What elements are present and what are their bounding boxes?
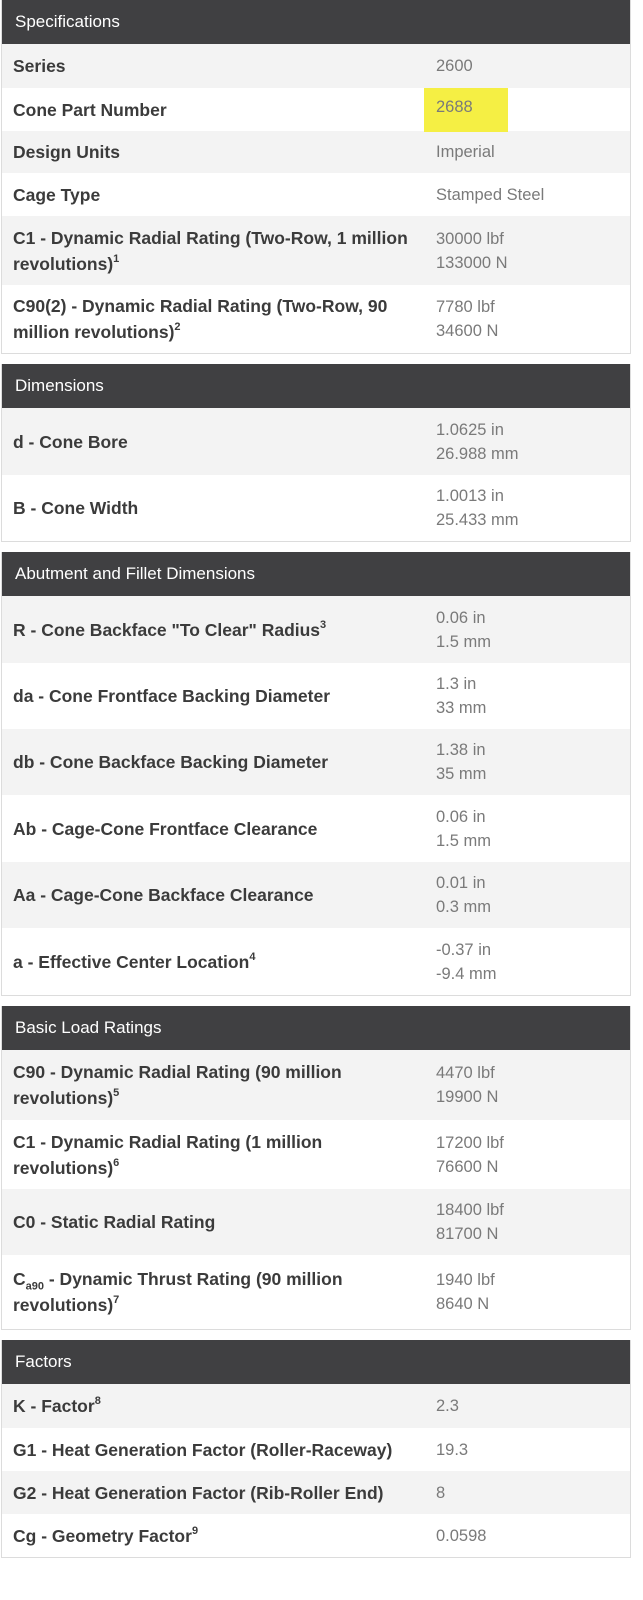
table-row: C90(2) - Dynamic Radial Rating (Two-Row,… — [2, 285, 630, 353]
row-value: 0.0598 — [436, 1526, 487, 1545]
row-label: da - Cone Frontface Backing Diameter — [13, 686, 331, 706]
row-value: 4470 lbf 19900 N — [436, 1064, 499, 1106]
row-label: C90(2) - Dynamic Radial Rating (Two-Row,… — [13, 296, 388, 342]
table-row: Cg - Geometry Factor9 0.0598 — [2, 1514, 630, 1557]
row-value: Imperial — [436, 143, 495, 161]
section-header: Factors — [2, 1340, 630, 1384]
table-row: Ca90 - Dynamic Thrust Rating (90 million… — [2, 1255, 630, 1329]
table-row: C1 - Dynamic Radial Rating (Two-Row, 1 m… — [2, 216, 630, 285]
row-label: Ca90 - Dynamic Thrust Rating (90 million… — [13, 1269, 343, 1315]
row-label: K - Factor8 — [13, 1395, 101, 1416]
row-value: 1.0625 in 26.988 mm — [436, 420, 519, 463]
row-label: Design Units — [13, 142, 120, 162]
row-value: 2688 — [424, 87, 508, 132]
table-row: B - Cone Width 1.0013 in 25.433 mm — [2, 475, 630, 541]
table-row: Series 2600 — [2, 44, 630, 88]
table-row: R - Cone Backface "To Clear" Radius3 0.0… — [2, 596, 630, 663]
row-value: Stamped Steel — [436, 185, 545, 204]
section-header: Abutment and Fillet Dimensions — [2, 552, 630, 596]
row-label: Cage Type — [13, 184, 101, 205]
table-row: Ab - Cage-Cone Frontface Clearance 0.06 … — [2, 795, 630, 862]
section-header: Dimensions — [2, 364, 630, 408]
table-row: Cone Part Number 2688 — [2, 87, 630, 132]
spec-page: Specifications Series 2600 Cone Part Num… — [1, 0, 631, 1558]
row-label: C0 - Static Radial Rating — [13, 1212, 216, 1232]
row-value: 1.3 in 33 mm — [436, 675, 487, 717]
table-row: G2 - Heat Generation Factor (Rib-Roller … — [2, 1471, 630, 1514]
specifications-section: Specifications Series 2600 Cone Part Num… — [1, 0, 631, 354]
dimensions-section: Dimensions d - Cone Bore 1.0625 in 26.988… — [1, 364, 631, 542]
table-row: G1 - Heat Generation Factor (Roller-Race… — [2, 1428, 630, 1471]
row-label: Ab - Cage-Cone Frontface Clearance — [13, 818, 318, 839]
row-label: a - Effective Center Location4 — [13, 950, 256, 972]
row-label: R - Cone Backface "To Clear" Radius3 — [13, 618, 327, 640]
row-label: G2 - Heat Generation Factor (Rib-Roller … — [13, 1482, 384, 1503]
abutment-section: Abutment and Fillet Dimensions R - Cone … — [1, 552, 631, 996]
row-label: Cone Part Number — [13, 99, 167, 120]
section-header: Specifications — [2, 0, 630, 44]
row-value: 19.3 — [436, 1440, 469, 1459]
row-label: G1 - Heat Generation Factor (Roller-Race… — [13, 1439, 393, 1460]
row-value: 30000 lbf 133000 N — [436, 229, 508, 272]
table-row: db - Cone Backface Backing Diameter 1.38… — [2, 729, 630, 795]
row-label: Series — [13, 56, 66, 76]
row-value: 0.06 in 1.5 mm — [436, 608, 492, 651]
table-row: C1 - Dynamic Radial Rating (1 million re… — [2, 1120, 630, 1189]
row-label: Aa - Cage-Cone Backface Clearance — [13, 885, 314, 905]
section-header: Basic Load Ratings — [2, 1006, 630, 1050]
table-row: a - Effective Center Location4 -0.37 in -… — [2, 928, 630, 995]
row-value: 1.0013 in 25.433 mm — [436, 487, 519, 529]
row-value: 17200 lbf 76600 N — [436, 1133, 504, 1176]
load-ratings-section: Basic Load Ratings C90 - Dynamic Radial … — [1, 1006, 631, 1330]
row-label: B - Cone Width — [13, 498, 139, 518]
row-label: Cg - Geometry Factor9 — [13, 1524, 199, 1546]
table-row: Aa - Cage-Cone Backface Clearance 0.01 i… — [2, 862, 630, 928]
row-value: 1940 lbf 8640 N — [436, 1271, 495, 1313]
row-value: 8 — [436, 1483, 446, 1502]
row-label: d - Cone Bore — [13, 431, 128, 452]
factors-section: Factors K - Factor8 2.3 G1 - Heat Genera… — [1, 1340, 631, 1558]
table-row: Cage Type Stamped Steel — [2, 173, 630, 216]
table-row: d - Cone Bore 1.0625 in 26.988 mm — [2, 408, 630, 475]
table-row: da - Cone Frontface Backing Diameter 1.3… — [2, 663, 630, 729]
row-label: db - Cone Backface Backing Diameter — [13, 752, 329, 772]
row-value: 1.38 in 35 mm — [436, 741, 487, 783]
row-value: 7780 lbf 34600 N — [436, 298, 499, 340]
table-row: C90 - Dynamic Radial Rating (90 million … — [2, 1050, 630, 1120]
table-row: C0 - Static Radial Rating 18400 lbf 81700… — [2, 1189, 630, 1255]
row-value: -0.37 in -9.4 mm — [436, 940, 497, 983]
row-value: 2.3 — [436, 1397, 459, 1415]
table-row: Design Units Imperial — [2, 131, 630, 173]
row-label: C1 - Dynamic Radial Rating (Two-Row, 1 m… — [13, 227, 408, 274]
table-row: K - Factor8 2.3 — [2, 1384, 630, 1428]
row-value: 18400 lbf 81700 N — [436, 1201, 504, 1243]
row-value: 0.01 in 0.3 mm — [436, 874, 492, 916]
row-value: 2600 — [436, 57, 473, 75]
row-label: C1 - Dynamic Radial Rating (1 million re… — [13, 1131, 323, 1178]
highlighted-part-number: 2688 — [424, 87, 508, 132]
row-label: C90 - Dynamic Radial Rating (90 million … — [13, 1062, 342, 1108]
row-value: 0.06 in 1.5 mm — [436, 807, 492, 850]
